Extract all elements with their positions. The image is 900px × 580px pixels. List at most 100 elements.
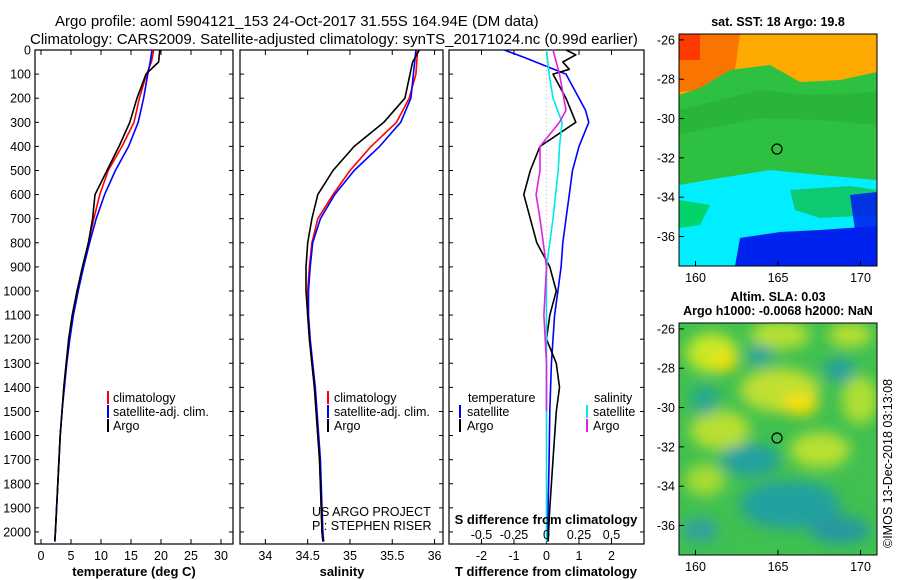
sst-heatmap [679, 34, 877, 266]
depth-axis-ticks: 0 100 200 300 400 500 600 700 800 900 1000 1100 1200… [3, 44, 644, 539]
legend-argo-label: Argo [113, 419, 139, 433]
map-y-tick-label: -34 [657, 480, 675, 494]
profile-line-satellite-adj-clim- [307, 49, 417, 542]
sla-map-axes: 160 165 170 -26 -28 -30 -32 -34 -36 [657, 322, 871, 574]
x-tick-label: 0 [38, 549, 45, 563]
depth-tick-label: 1600 [3, 429, 31, 443]
salinity-x-ticks: 34 34.5 35 35.5 36 [258, 50, 442, 563]
legend-climatology-label: climatology [334, 391, 397, 405]
salinity-difference-tick-label: -0.5 [471, 528, 493, 542]
map-y-tick-label: -32 [657, 440, 675, 454]
x-tick-label: 2 [608, 549, 615, 563]
depth-tick-label: 2000 [3, 525, 31, 539]
map-y-tick-label: -30 [657, 401, 675, 415]
x-tick-label: 35 [343, 549, 357, 563]
legend-argo-label: Argo [334, 419, 360, 433]
salinity-difference-tick-label: 0.25 [567, 528, 591, 542]
sla-argo-position-marker [771, 432, 783, 444]
project-credit-line1: US ARGO PROJECT [312, 505, 431, 519]
profile-line-salinity-argo [535, 49, 567, 412]
x-tick-label: 34.5 [295, 549, 319, 563]
figure-title-line2: Climatology: CARS2009. Satellite-adjuste… [30, 31, 638, 48]
legend-climatology-label: climatology [113, 391, 176, 405]
difference-panel: -2 -1 0 1 2 T difference from climatology S … [448, 49, 645, 579]
map-y-tick-label: -26 [657, 322, 675, 336]
sst-green-band [679, 90, 877, 135]
salinity-difference-tick-label: -0.25 [500, 528, 529, 542]
x-tick-label: -2 [476, 549, 487, 563]
depth-tick-label: 1100 [4, 309, 31, 323]
x-tick-label: 30 [214, 549, 228, 563]
depth-tick-label: 700 [10, 212, 31, 226]
sla-map-panel: Altim. SLA: 0.03 Argo h1000: -0.0068 h20… [657, 290, 878, 574]
temperature-profile-lines [54, 49, 161, 542]
profile-line-temperature-satellite [504, 49, 590, 542]
difference-x-label: T difference from climatology [455, 564, 638, 579]
map-y-tick-label: -36 [657, 230, 675, 244]
x-tick-label: 34 [258, 549, 272, 563]
x-tick-label: 25 [184, 549, 198, 563]
x-tick-label: 20 [154, 549, 168, 563]
x-tick-label: 36 [428, 549, 442, 563]
x-tick-label: 0 [543, 549, 550, 563]
sst-map-title: sat. SST: 18 Argo: 19.8 [711, 15, 845, 29]
project-credit-line2: PI: STEPHEN RISER [312, 519, 431, 533]
sst-hot-corner [679, 34, 700, 60]
salinity-x-label: salinity [320, 564, 366, 579]
depth-tick-label: 0 [24, 44, 31, 58]
x-tick-label: 15 [124, 549, 138, 563]
difference-legend: temperature satellite Argo salinity sate… [459, 391, 635, 433]
depth-tick-label: 1500 [3, 405, 31, 419]
imos-credit: ©IMOS 13-Dec-2018 03:13:08 [881, 379, 895, 548]
temperature-plot-frame [34, 49, 234, 545]
map-y-tick-label: -26 [657, 33, 675, 47]
depth-tick-label: 1300 [3, 357, 31, 371]
depth-tick-label: 1000 [3, 284, 31, 298]
legend-sal-argo-label: Argo [593, 419, 619, 433]
profile-line-satellite-adj-clim- [54, 49, 153, 542]
depth-tick-label: 300 [10, 116, 31, 130]
sla-map-title-line1: Altim. SLA: 0.03 [730, 290, 825, 304]
x-tick-label: 1 [576, 549, 583, 563]
map-x-tick-label: 160 [685, 271, 706, 285]
legend-satellite-label: satellite-adj. clim. [334, 405, 430, 419]
sst-cold-patch [850, 192, 877, 230]
temperature-x-ticks: 0 5 10 15 20 25 30 [38, 50, 228, 563]
sst-green-patch [679, 200, 710, 228]
depth-tick-label: 900 [10, 260, 31, 274]
legend-temperature-heading: temperature [468, 391, 535, 405]
salinity-legend: climatology satellite-adj. clim. Argo [327, 391, 430, 433]
depth-tick-label: 400 [10, 140, 31, 154]
difference-profile-lines [504, 49, 590, 544]
sst-cold-region [735, 226, 877, 266]
x-tick-label: -1 [508, 549, 519, 563]
x-tick-label: 10 [94, 549, 108, 563]
depth-tick-label: 800 [10, 236, 31, 250]
depth-tick-label: 200 [10, 92, 31, 106]
difference-top-label: S difference from climatology [455, 512, 639, 527]
profile-line-climatology [54, 49, 155, 542]
profile-line-argo [305, 49, 420, 542]
map-y-tick-label: -32 [657, 151, 675, 165]
map-y-tick-label: -34 [657, 191, 675, 205]
profile-line-argo [54, 49, 161, 542]
salinity-plot-frame [239, 49, 444, 545]
depth-tick-label: 1700 [3, 453, 31, 467]
map-x-tick-label: 165 [768, 560, 789, 574]
legend-temp-satellite-label: satellite [467, 405, 509, 419]
legend-temp-argo-label: Argo [467, 419, 493, 433]
depth-tick-label: 600 [10, 188, 31, 202]
map-y-tick-label: -28 [657, 362, 675, 376]
temperature-legend: climatology satellite-adj. clim. Argo [107, 391, 209, 433]
temperature-x-label: temperature (deg C) [72, 564, 196, 579]
sla-heatmap [679, 323, 877, 555]
profile-line-temperature-argo [522, 49, 577, 542]
map-x-tick-label: 165 [768, 271, 789, 285]
map-y-tick-label: -28 [657, 73, 675, 87]
map-x-tick-label: 170 [850, 271, 871, 285]
depth-tick-label: 1800 [3, 477, 31, 491]
depth-tick-label: 1400 [3, 381, 31, 395]
depth-tick-label: 100 [10, 68, 31, 82]
depth-tick-label: 1900 [3, 501, 31, 515]
